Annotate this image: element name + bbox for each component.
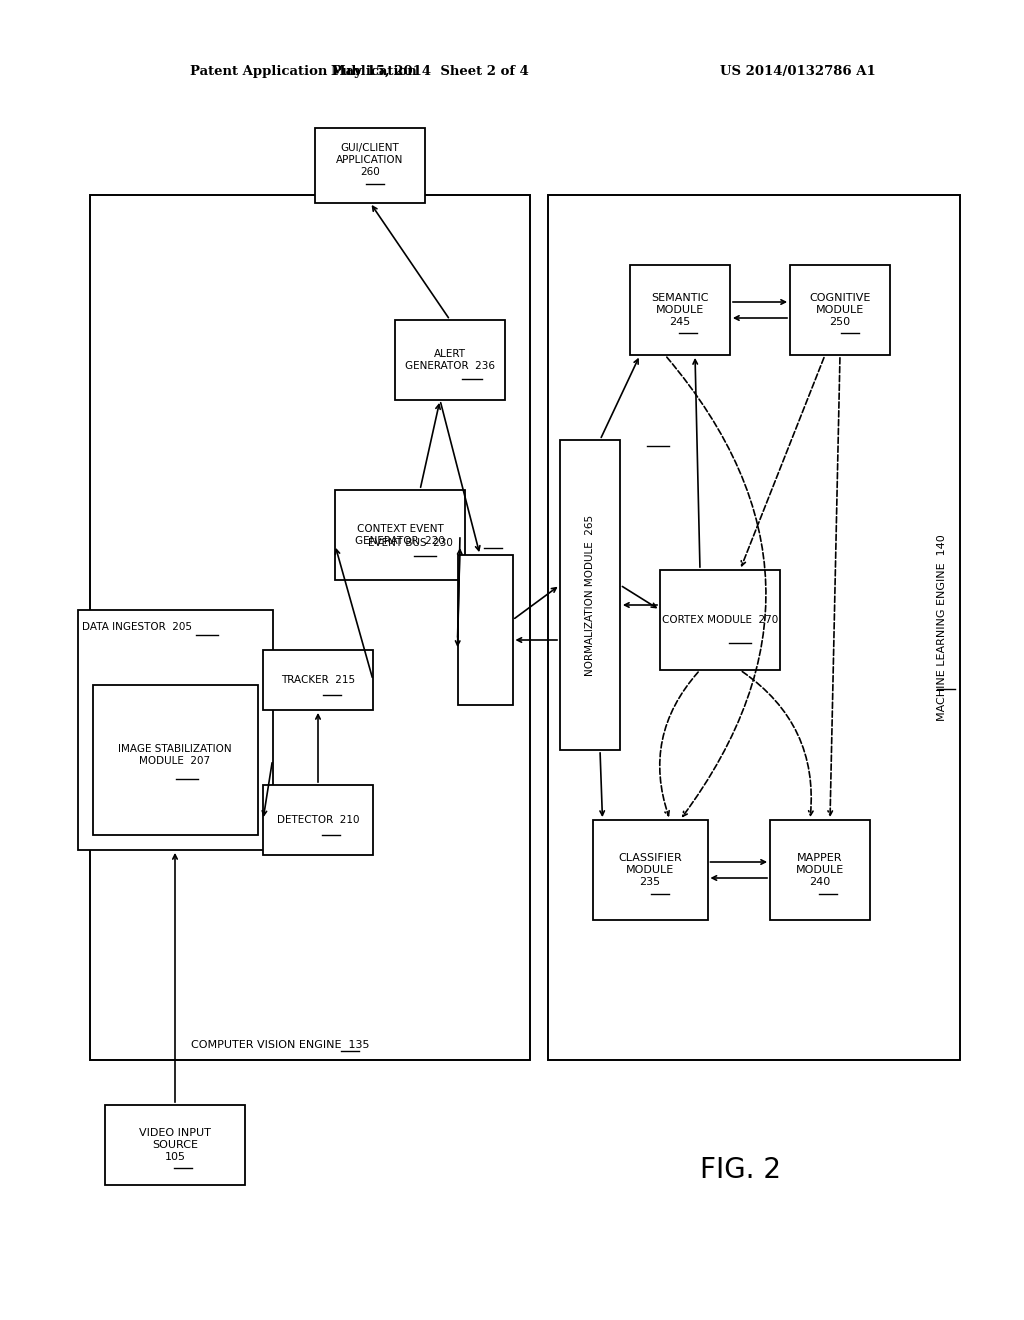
FancyArrowPatch shape xyxy=(440,403,480,550)
Bar xyxy=(548,195,961,1060)
FancyArrowPatch shape xyxy=(515,587,556,618)
Bar xyxy=(660,570,780,671)
Bar xyxy=(90,195,530,1060)
Text: DATA INGESTOR  205: DATA INGESTOR 205 xyxy=(83,622,193,632)
FancyArrowPatch shape xyxy=(659,672,698,816)
FancyArrowPatch shape xyxy=(173,854,177,1102)
Text: CORTEX MODULE  270: CORTEX MODULE 270 xyxy=(662,615,778,624)
FancyArrowPatch shape xyxy=(741,358,824,566)
Bar xyxy=(335,490,465,579)
FancyArrowPatch shape xyxy=(600,752,604,816)
Bar xyxy=(770,820,870,920)
FancyArrowPatch shape xyxy=(733,300,785,304)
FancyArrowPatch shape xyxy=(742,672,813,816)
Bar xyxy=(315,128,425,202)
Bar xyxy=(790,265,890,355)
Text: DETECTOR  210: DETECTOR 210 xyxy=(276,814,359,825)
Bar xyxy=(630,265,730,355)
FancyArrowPatch shape xyxy=(517,638,557,643)
FancyArrowPatch shape xyxy=(421,404,440,487)
FancyArrowPatch shape xyxy=(625,603,657,607)
Bar xyxy=(263,649,373,710)
Text: TRACKER  215: TRACKER 215 xyxy=(281,675,355,685)
FancyArrowPatch shape xyxy=(335,549,373,677)
Bar xyxy=(458,554,512,705)
Text: COMPUTER VISION ENGINE  135: COMPUTER VISION ENGINE 135 xyxy=(190,1040,370,1049)
Text: EVENT BUS  230: EVENT BUS 230 xyxy=(368,539,453,548)
Text: VIDEO INPUT
SOURCE
105: VIDEO INPUT SOURCE 105 xyxy=(139,1129,211,1162)
FancyArrowPatch shape xyxy=(623,586,656,607)
FancyArrowPatch shape xyxy=(828,358,840,816)
FancyArrowPatch shape xyxy=(262,763,272,816)
FancyArrowPatch shape xyxy=(693,359,700,568)
Text: US 2014/0132786 A1: US 2014/0132786 A1 xyxy=(720,66,876,78)
Text: CONTEXT EVENT
GENERATOR  220: CONTEXT EVENT GENERATOR 220 xyxy=(355,524,445,545)
Text: MAPPER
MODULE
240: MAPPER MODULE 240 xyxy=(796,854,844,887)
Bar xyxy=(560,440,620,750)
Text: IMAGE STABILIZATION
MODULE  207: IMAGE STABILIZATION MODULE 207 xyxy=(118,744,231,766)
FancyArrowPatch shape xyxy=(315,714,321,783)
Text: Patent Application Publication: Patent Application Publication xyxy=(190,66,417,78)
Text: FIG. 2: FIG. 2 xyxy=(700,1156,781,1184)
Text: COGNITIVE
MODULE
250: COGNITIVE MODULE 250 xyxy=(809,293,870,326)
Bar xyxy=(593,820,708,920)
Text: May 15, 2014  Sheet 2 of 4: May 15, 2014 Sheet 2 of 4 xyxy=(331,66,529,78)
Text: GUI/CLIENT
APPLICATION
260: GUI/CLIENT APPLICATION 260 xyxy=(336,144,403,177)
FancyArrowPatch shape xyxy=(734,315,787,321)
Bar xyxy=(263,785,373,855)
FancyArrowPatch shape xyxy=(373,206,449,318)
Bar xyxy=(92,685,257,836)
Text: CLASSIFIER
MODULE
235: CLASSIFIER MODULE 235 xyxy=(618,854,682,887)
Bar xyxy=(78,610,272,850)
Text: NORMALIZATION MODULE  265: NORMALIZATION MODULE 265 xyxy=(585,515,595,676)
Text: MACHINE LEARNING ENGINE  140: MACHINE LEARNING ENGINE 140 xyxy=(937,535,947,721)
FancyArrowPatch shape xyxy=(712,875,767,880)
FancyArrowPatch shape xyxy=(667,358,766,816)
FancyArrowPatch shape xyxy=(711,859,765,865)
Text: ALERT
GENERATOR  236: ALERT GENERATOR 236 xyxy=(406,350,495,371)
Text: SEMANTIC
MODULE
245: SEMANTIC MODULE 245 xyxy=(651,293,709,326)
Bar xyxy=(395,319,505,400)
FancyArrowPatch shape xyxy=(456,537,460,645)
FancyArrowPatch shape xyxy=(601,359,638,437)
Bar xyxy=(105,1105,245,1185)
FancyArrowPatch shape xyxy=(458,549,462,638)
